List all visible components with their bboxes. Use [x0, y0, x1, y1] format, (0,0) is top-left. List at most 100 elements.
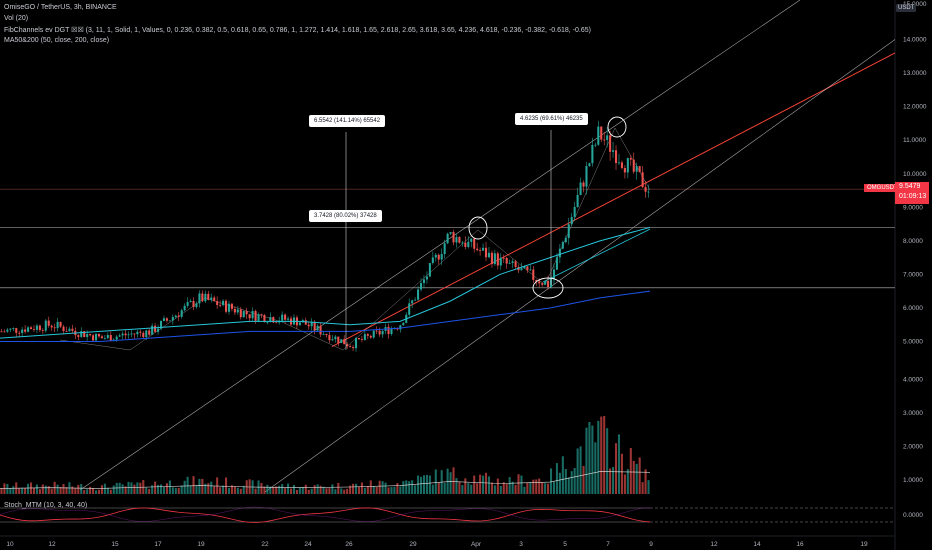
candle-body [21, 329, 24, 334]
price-tick-label: 4.0000 [903, 377, 923, 384]
candle-body [609, 135, 612, 152]
candle-body [635, 166, 638, 172]
volume-bar [9, 488, 12, 494]
volume-bar [94, 490, 98, 494]
volume-bar [452, 467, 455, 494]
candle-body [183, 305, 186, 311]
candle-body [109, 335, 112, 342]
candle-body [564, 237, 567, 243]
candle-body [59, 321, 62, 327]
volume-bar [310, 488, 313, 494]
volume-bar [600, 416, 603, 494]
ma-legend[interactable]: MA50&200 (50, close, 200, close) [4, 37, 110, 44]
volume-legend[interactable]: Vol (20) [4, 15, 29, 22]
candle-body [502, 257, 505, 259]
volume-bar [186, 476, 189, 494]
candle-body [6, 329, 9, 332]
volume-bar [230, 485, 233, 494]
candle-body [213, 297, 216, 302]
volume-bar [620, 453, 623, 494]
stoch-legend[interactable]: Stoch_MTM (10, 3, 40, 40) [4, 502, 88, 509]
price-tick-label: 10.0000 [903, 171, 927, 178]
volume-bar [594, 442, 597, 494]
volume-bar [609, 468, 612, 494]
candle-body [124, 333, 127, 336]
candle-body [50, 325, 53, 328]
fib-channels-legend[interactable]: FibChannels ev DGT ☒☒ (3, 11, 1, Solid, … [4, 27, 591, 34]
candle-body [162, 318, 166, 321]
candle-body [322, 334, 325, 335]
candle-body [570, 216, 573, 225]
candle-body [449, 232, 452, 234]
last-price-value: 9.5479 [899, 183, 921, 190]
time-tick-label: 22 [261, 541, 269, 548]
time-tick-label: 10 [6, 541, 14, 548]
volume-bar [248, 479, 251, 494]
volume-bar [532, 479, 535, 494]
candle-body [230, 303, 233, 309]
candle-body [174, 315, 177, 318]
measure-label-1[interactable]: 6.5542 (141.14%) 65542 [309, 115, 386, 127]
candle-body [204, 293, 207, 302]
measure-label-3[interactable]: 4.6235 (69.61%) 46235 [515, 113, 588, 125]
volume-bar [174, 488, 177, 494]
candle-body [647, 191, 650, 193]
volume-bar [588, 421, 591, 494]
volume-bar [298, 487, 301, 494]
measure-label-2[interactable]: 3.7428 (80.02%) 37428 [309, 210, 382, 222]
candle-body [408, 303, 411, 315]
volume-bar [272, 486, 275, 494]
candle-body [334, 336, 337, 340]
volume-bar [576, 448, 579, 494]
volume-bar [12, 486, 15, 494]
volume-bar [408, 481, 411, 494]
volume-bar [493, 485, 496, 494]
candle-body [192, 301, 195, 308]
volume-bar [614, 443, 618, 494]
volume-bar [399, 486, 402, 494]
candle-body [623, 168, 626, 173]
volume-bar [130, 482, 133, 494]
candle-body [573, 206, 576, 217]
candle-body [127, 334, 130, 336]
candle-body [29, 327, 33, 330]
volume-bar [434, 469, 437, 494]
candle-body [136, 331, 139, 335]
candle-body [71, 328, 74, 331]
volume-bar [62, 484, 65, 494]
volume-bar [591, 425, 594, 494]
candle-body [555, 257, 558, 270]
volume-bar [242, 485, 245, 494]
candle-body [284, 314, 287, 320]
candle-body [496, 253, 499, 266]
volume-bar [136, 482, 139, 494]
volume-bar [3, 483, 6, 494]
volume-bar [224, 477, 228, 494]
volume-bar [322, 486, 325, 494]
candle-body [352, 347, 355, 349]
volume-bar [419, 476, 423, 494]
candle-body [130, 333, 133, 335]
candle-body [470, 238, 473, 242]
volume-bar [487, 476, 491, 494]
candle-body [644, 187, 647, 192]
candle-body [254, 311, 257, 321]
volume-bar [484, 472, 488, 494]
volume-bar [148, 488, 151, 494]
chart-title[interactable]: OmiseGO / TetherUS, 3h, BINANCE [4, 4, 117, 11]
candle-body [313, 321, 316, 331]
volume-bar [165, 483, 168, 494]
candle-body [257, 314, 260, 321]
volume-bar [357, 486, 361, 494]
candle-body [201, 293, 204, 302]
volume-bar [86, 489, 89, 494]
volume-bar [334, 489, 337, 494]
candle-body [428, 263, 431, 277]
volume-bar [549, 468, 553, 494]
candle-body [479, 250, 482, 251]
candle-body [251, 311, 254, 319]
volume-bar [411, 480, 414, 494]
volume-bar [502, 482, 505, 494]
